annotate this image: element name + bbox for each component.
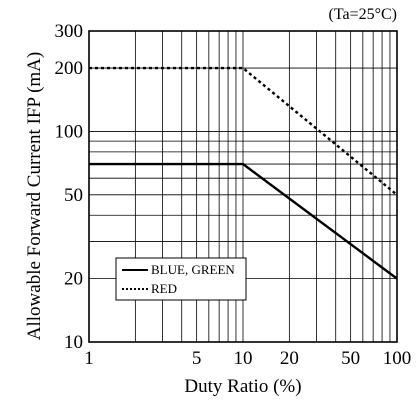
x-tick-label: 100: [383, 348, 412, 369]
y-tick-label: 200: [55, 58, 84, 79]
y-tick-label: 20: [64, 269, 83, 290]
x-tick-label: 50: [341, 348, 360, 369]
series-line-0: [89, 162, 398, 280]
legend-label-blue-green: BLUE, GREEN: [151, 262, 235, 277]
y-tick-label: 50: [64, 185, 83, 206]
legend-label-red: RED: [151, 281, 177, 296]
series-group: [89, 66, 398, 280]
y-axis-label: Allowable Forward Current IFP (mA): [24, 52, 45, 340]
condition-note: (Ta=25°C): [328, 6, 397, 23]
legend: BLUE, GREEN RED: [115, 257, 247, 301]
plot-frame: [88, 30, 398, 343]
y-tick-label: 10: [64, 332, 83, 353]
x-tick-label: 1: [84, 348, 94, 369]
y-tick-label: 300: [55, 21, 84, 42]
legend-box: [115, 257, 247, 301]
x-axis-label: Duty Ratio (%): [184, 376, 301, 397]
y-tick-label: 100: [55, 121, 84, 142]
x-tick-label: 5: [192, 348, 202, 369]
x-tick-label: 10: [234, 348, 253, 369]
tick-labels: 1 5 10 20 50 100 10 20 50 100 200 300: [55, 21, 412, 369]
x-tick-label: 20: [280, 348, 299, 369]
